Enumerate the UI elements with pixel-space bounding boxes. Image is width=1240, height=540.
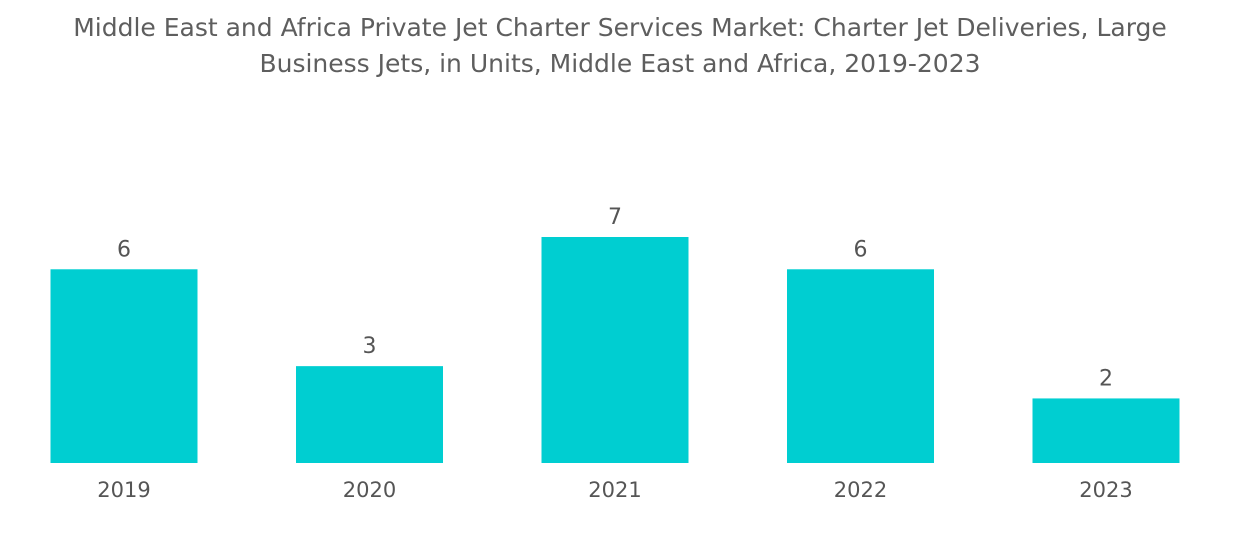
bar-value-label-2023: 2 [1099,366,1113,391]
x-tick-label-2019: 2019 [97,478,150,502]
bar-value-label-2020: 3 [363,334,377,359]
chart-title: Middle East and Africa Private Jet Chart… [73,13,1167,78]
x-tick-label-2020: 2020 [343,478,396,502]
bar-2020 [296,366,443,463]
bar-2023 [1032,398,1180,463]
x-tick-label-2021: 2021 [588,478,641,502]
bar-2019 [50,269,198,463]
bar-value-label-2022: 6 [854,237,868,262]
x-tick-label-2023: 2023 [1079,478,1132,502]
bar-2021 [541,237,689,463]
x-axis-tick-labels: 2019 2020 2021 2022 2023 [97,478,1132,502]
bar-value-label-2019: 6 [117,237,131,262]
value-labels-group: 6 3 7 6 2 [117,205,1113,391]
bar-2022 [787,269,934,463]
bar-value-label-2021: 7 [608,205,622,230]
bars-group [50,237,1180,463]
x-tick-label-2022: 2022 [834,478,887,502]
